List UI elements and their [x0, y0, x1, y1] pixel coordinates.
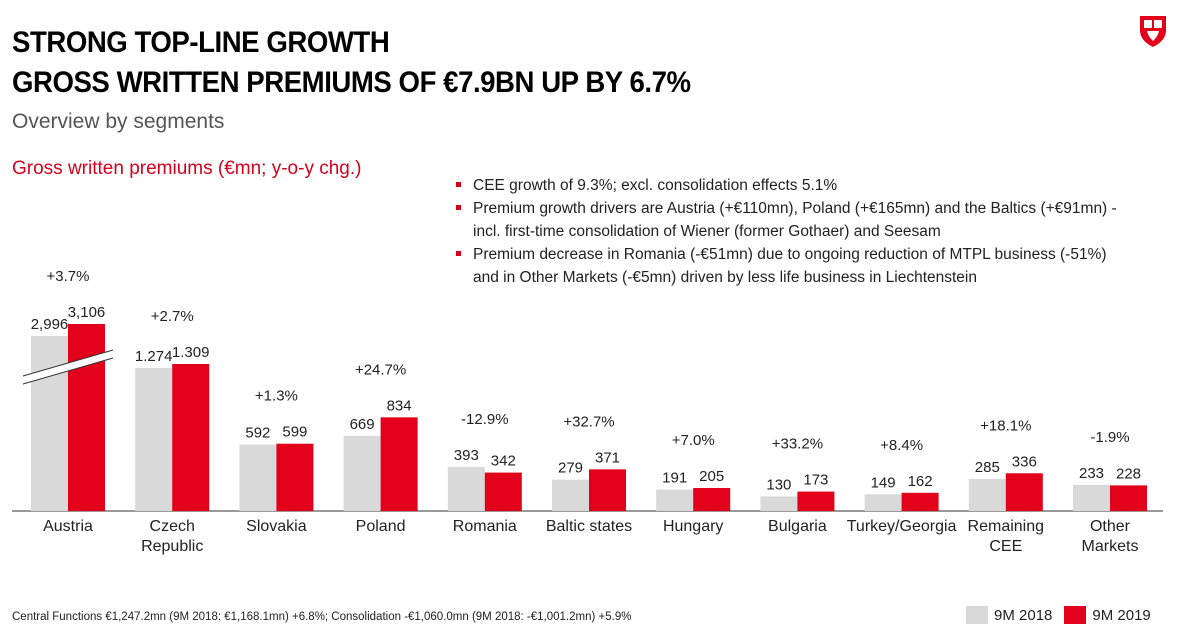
category-label: Czech [150, 518, 195, 535]
bar-9m-2018 [968, 478, 1006, 511]
category-label: CEE [989, 538, 1022, 555]
bullet-item: Premium growth drivers are Austria (+€11… [452, 197, 1132, 243]
legend-swatch-2019 [1064, 606, 1087, 624]
axis-break-line [22, 357, 114, 385]
value-label-2018: 285 [975, 459, 1000, 476]
axis-break-line [22, 349, 114, 377]
bar-9m-2019 [693, 487, 731, 511]
value-label-2019: 1.309 [172, 344, 210, 361]
bar-9m-2019 [1110, 485, 1147, 511]
chart-legend: 9M 2018 9M 2019 [966, 606, 1163, 624]
bar-9m-2019 [901, 492, 939, 511]
value-label-2019: 834 [387, 397, 412, 414]
value-label-2018: 2,996 [31, 316, 69, 333]
category-label: Slovakia [246, 518, 307, 535]
yoy-change-label: -1.9% [1090, 429, 1129, 446]
bar-9m-2019 [276, 443, 314, 511]
category-label: Romania [453, 518, 517, 535]
value-label-2019: 3,106 [68, 304, 106, 321]
bar-9m-2018 [343, 435, 381, 511]
yoy-change-label: +33.2% [772, 436, 823, 453]
category-label: Austria [43, 518, 93, 535]
bar-9m-2018 [760, 496, 798, 511]
bullet-item: Premium decrease in Romania (-€51mn) due… [452, 243, 1132, 289]
yoy-change-label: +1.3% [255, 388, 298, 405]
category-label: Remaining [968, 518, 1044, 535]
category-label: Baltic states [546, 518, 632, 535]
category-label: Poland [356, 518, 406, 535]
bar-9m-2018 [447, 466, 485, 511]
value-label-2018: 592 [245, 425, 270, 442]
bar-9m-2019 [797, 491, 835, 511]
value-label-2019: 228 [1116, 465, 1141, 482]
bar-9m-2019 [68, 324, 105, 511]
value-label-2018: 279 [558, 460, 583, 477]
page-title-line1: STRONG TOP-LINE GROWTH [12, 26, 390, 59]
yoy-change-label: -12.9% [461, 411, 509, 428]
value-label-2019: 205 [699, 468, 724, 485]
category-label: Turkey/Georgia [847, 518, 957, 535]
bullet-list: CEE growth of 9.3%; excl. consolidation … [452, 174, 1132, 289]
chart-section-label: Gross written premiums (€mn; y-o-y chg.) [12, 158, 362, 179]
bar-9m-2019 [1005, 473, 1043, 511]
bar-9m-2019 [484, 472, 522, 511]
yoy-change-label: +7.0% [672, 432, 715, 449]
yoy-change-label: +24.7% [355, 361, 406, 378]
bar-9m-2018 [864, 494, 902, 511]
category-label: Bulgaria [768, 518, 827, 535]
page-title-line2: GROSS WRITTEN PREMIUMS OF €7.9BN UP BY 6… [12, 66, 691, 99]
yoy-change-label: +32.7% [563, 413, 614, 430]
value-label-2019: 162 [908, 473, 933, 490]
axis-break-band [23, 350, 113, 384]
value-label-2018: 1.274 [135, 348, 173, 365]
bar-9m-2018 [1073, 484, 1110, 511]
yoy-change-label: +3.7% [47, 268, 90, 285]
shield-logo-icon [1140, 16, 1166, 47]
value-label-2019: 342 [491, 453, 516, 470]
yoy-change-label: +18.1% [980, 417, 1031, 434]
bar-9m-2018 [552, 479, 589, 511]
value-label-2019: 173 [803, 472, 828, 489]
yoy-change-label: +2.7% [151, 308, 194, 325]
bar-9m-2019 [380, 417, 418, 511]
footnote: Central Functions €1,247.2mn (9M 2018: €… [12, 611, 632, 623]
legend-item-2018: 9M 2018 [966, 606, 1052, 624]
legend-swatch-2018 [966, 606, 988, 624]
legend-item-2019: 9M 2019 [1064, 606, 1151, 624]
category-label: Markets [1082, 538, 1139, 555]
value-label-2019: 336 [1012, 453, 1037, 470]
bar-9m-2018 [239, 444, 277, 511]
bar-9m-2019 [172, 363, 210, 511]
bar-9m-2018 [31, 336, 68, 511]
legend-label-2018: 9M 2018 [994, 606, 1053, 624]
category-label: Other [1090, 518, 1131, 535]
page-subtitle: Overview by segments [12, 110, 225, 133]
bullet-item: CEE growth of 9.3%; excl. consolidation … [452, 174, 1132, 197]
category-label: Republic [141, 538, 203, 555]
value-label-2018: 233 [1079, 465, 1104, 482]
value-label-2018: 191 [662, 470, 687, 487]
yoy-change-label: +8.4% [880, 437, 923, 454]
value-label-2019: 599 [282, 424, 307, 441]
value-label-2018: 393 [454, 447, 479, 464]
legend-label-2019: 9M 2019 [1092, 606, 1151, 624]
value-label-2018: 149 [871, 474, 896, 491]
bar-9m-2018 [656, 489, 694, 511]
bar-9m-2019 [589, 469, 626, 511]
value-label-2018: 669 [350, 416, 375, 433]
category-label: Hungary [663, 518, 723, 535]
value-label-2019: 371 [595, 449, 620, 466]
bar-9m-2018 [135, 367, 173, 511]
value-label-2018: 130 [766, 476, 791, 493]
